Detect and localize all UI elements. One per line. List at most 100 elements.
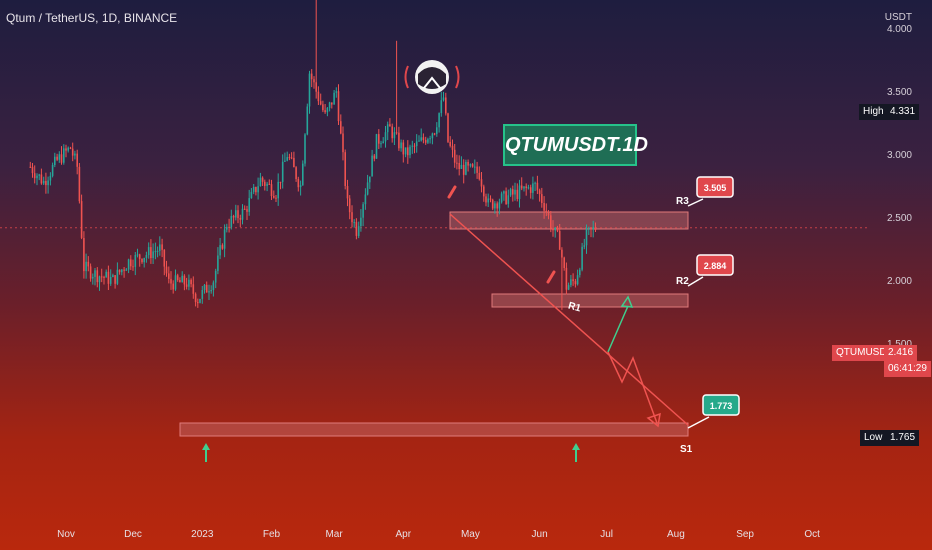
candle-body	[42, 181, 45, 184]
candle-body	[360, 217, 362, 227]
candle-body	[384, 132, 387, 142]
candle-body	[503, 191, 505, 194]
candle-body	[398, 132, 400, 149]
candle-body	[277, 181, 279, 199]
candle-body	[427, 139, 429, 143]
x-tick-label: Dec	[124, 529, 142, 540]
candle-body	[250, 191, 253, 199]
candle-body	[317, 91, 320, 102]
candle-body	[424, 140, 427, 143]
candle-body	[516, 189, 519, 199]
candle-body	[337, 91, 340, 122]
candle-body	[56, 156, 58, 160]
symbol-price-label: QTUMUSDT	[832, 345, 897, 361]
candle-body	[230, 216, 233, 228]
candle-body	[147, 247, 150, 256]
candle-body	[261, 177, 264, 182]
candle-body	[152, 251, 154, 258]
candle-body	[371, 155, 373, 177]
candle-body	[192, 284, 195, 294]
candle-body	[201, 290, 204, 299]
candle-body	[221, 245, 224, 249]
candle-body	[362, 204, 364, 218]
candle-body	[203, 284, 206, 290]
candle-body	[154, 251, 157, 253]
r2-badge	[696, 254, 734, 276]
candle-body	[480, 179, 483, 187]
candle-body	[402, 142, 405, 155]
x-tick-label: Jun	[532, 529, 548, 540]
y-tick-label: 3.500	[887, 87, 912, 98]
candle-body	[284, 160, 286, 162]
candle-body	[118, 269, 121, 273]
candle-body	[134, 255, 137, 267]
candle-body	[333, 92, 335, 105]
candle-body	[583, 245, 586, 247]
candle-body	[270, 184, 273, 196]
pencil-marker-2	[546, 270, 556, 284]
candle-body	[415, 141, 418, 147]
y-tick-label: 2.000	[887, 276, 912, 287]
candle-body	[306, 106, 309, 135]
candle-body	[76, 153, 78, 167]
candle-body	[219, 245, 221, 256]
candle-body	[264, 181, 266, 186]
candle-body	[438, 113, 440, 128]
candle-body	[355, 222, 358, 236]
candle-body	[467, 162, 469, 166]
y-tick-label: 3.000	[887, 150, 912, 161]
candle-body	[592, 227, 594, 230]
candle-body	[259, 177, 262, 187]
bottom-arrow-dec-head	[202, 443, 210, 450]
candle-body	[105, 271, 107, 278]
candle-body	[145, 255, 148, 258]
x-tick-label: Mar	[325, 529, 343, 540]
candle-body	[181, 275, 183, 283]
candle-body	[190, 279, 192, 285]
candle-body	[226, 226, 228, 230]
candle-body	[442, 97, 445, 101]
brand-logo	[404, 60, 460, 94]
candle-body	[433, 133, 436, 135]
x-tick-label: Apr	[396, 529, 412, 540]
r3-zone	[449, 211, 689, 230]
candle-body	[460, 164, 463, 169]
candle-body	[143, 258, 145, 263]
candle-body	[474, 166, 476, 168]
arrowhead-up	[620, 295, 634, 308]
candle-body	[554, 227, 556, 231]
candle-body	[500, 193, 503, 203]
candle-body	[246, 209, 248, 212]
candle-body	[85, 261, 87, 272]
candle-body	[138, 254, 141, 259]
candle-body	[505, 191, 507, 204]
x-tick-label: 2023	[191, 529, 214, 540]
candle-body	[60, 154, 63, 163]
candle-body	[507, 195, 510, 204]
candle-body	[534, 182, 536, 184]
candle-body	[465, 162, 467, 175]
candle-body	[496, 203, 498, 209]
candle-body	[324, 110, 326, 113]
candle-body	[217, 255, 219, 271]
candle-body	[214, 270, 217, 283]
candle-body	[588, 227, 590, 229]
candle-body	[123, 269, 125, 271]
candle-body	[462, 164, 465, 175]
candle-body	[476, 166, 478, 173]
candle-body	[563, 257, 565, 268]
candle-body	[255, 187, 257, 193]
candle-body	[326, 107, 329, 113]
candle-body	[409, 146, 411, 156]
candle-body	[38, 174, 40, 176]
candle-body	[92, 276, 94, 279]
x-tick-label: Sep	[736, 529, 754, 540]
candle-body	[78, 166, 81, 202]
candle-body	[69, 147, 72, 149]
r2-zone	[491, 293, 689, 308]
candle-body	[319, 101, 322, 105]
candle-body	[509, 189, 512, 196]
candle-body	[63, 148, 65, 163]
